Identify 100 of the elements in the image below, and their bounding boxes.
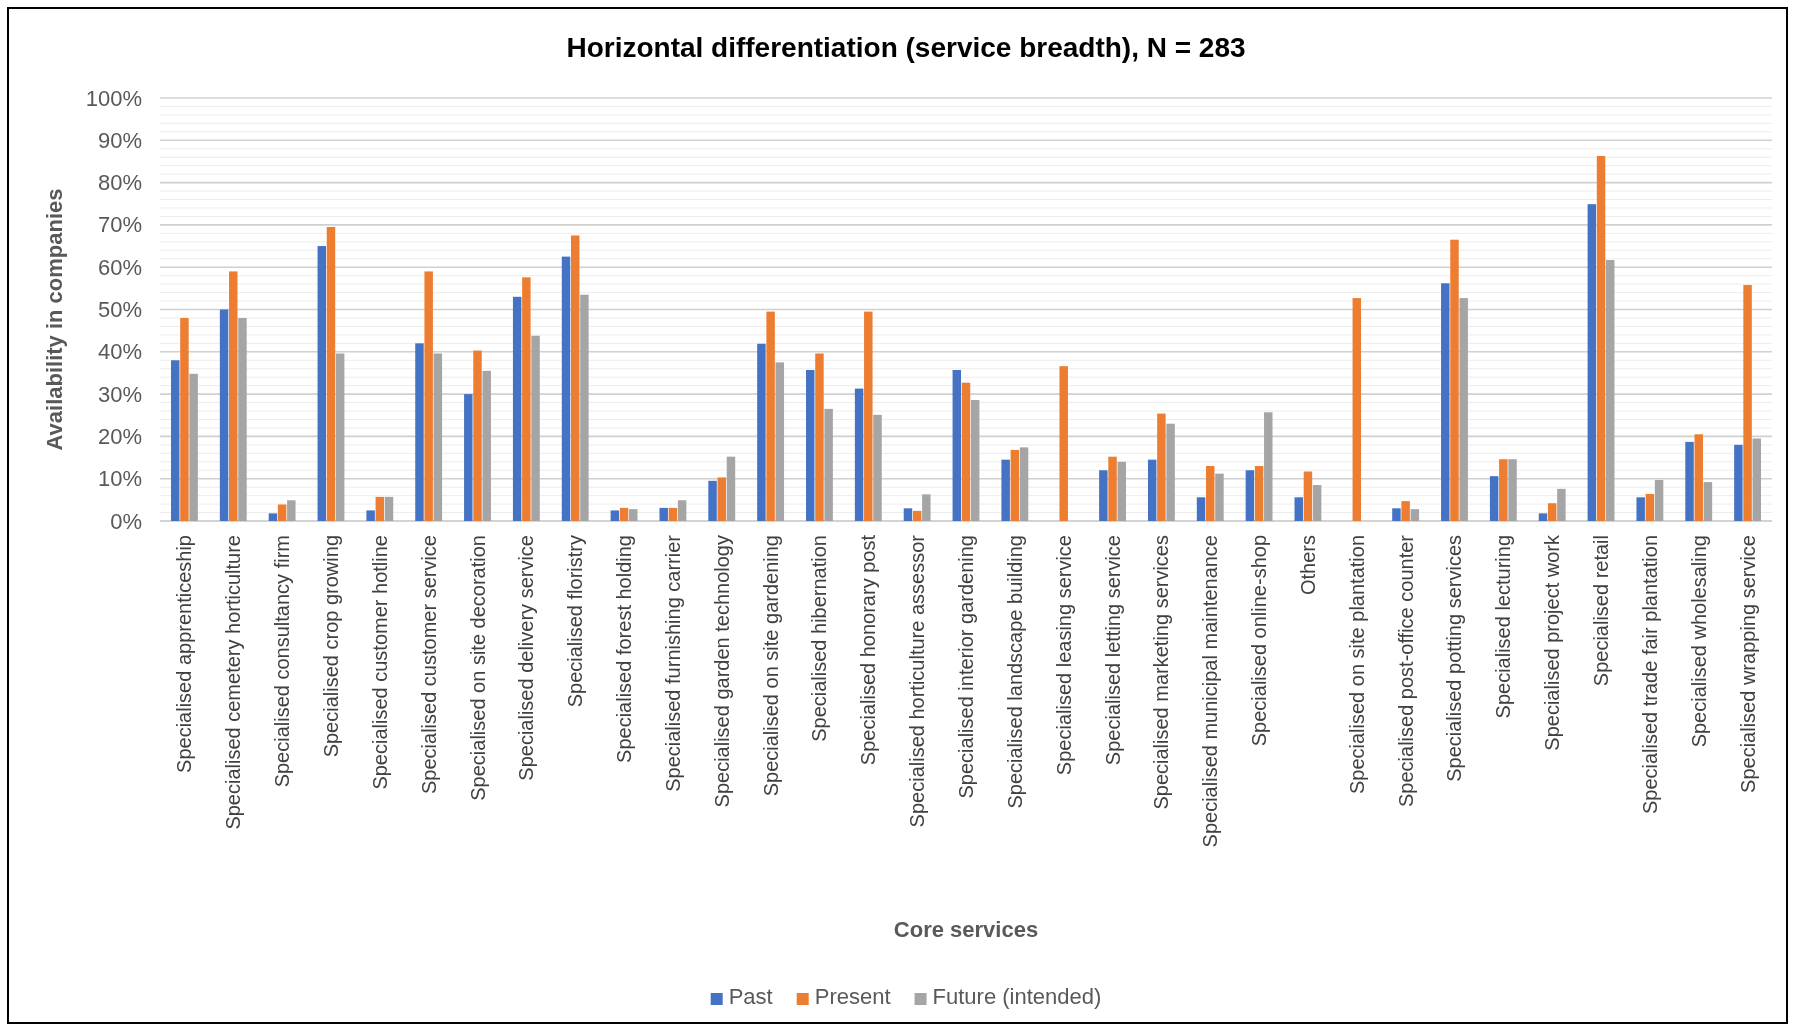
bar: [1645, 493, 1655, 521]
bar: [1166, 423, 1175, 521]
y-tick-label: 30%: [97, 381, 142, 407]
y-tick-label: 20%: [97, 423, 142, 449]
x-axis-title: Core services: [893, 917, 1039, 942]
x-tick-label: Specialised furnishing carrier: [661, 534, 684, 792]
bar: [610, 510, 620, 521]
bar: [1001, 459, 1010, 521]
x-tick-label: Specialised landscape building: [1003, 535, 1026, 809]
bar: [1654, 479, 1664, 521]
bar: [531, 335, 540, 521]
bar: [1196, 497, 1206, 521]
bar: [1508, 459, 1517, 521]
legend-label: Past: [728, 984, 773, 1009]
bar: [1117, 461, 1126, 521]
bar: [708, 480, 717, 521]
bar: [580, 294, 589, 521]
y-tick-label: 80%: [97, 170, 142, 196]
y-tick-label: 70%: [97, 212, 142, 238]
bar: [970, 400, 980, 521]
bar: [806, 369, 815, 521]
bar: [287, 500, 296, 521]
x-tick-label: Specialised leasing service: [1052, 535, 1075, 776]
x-tick-label: Specialised municipal maintenance: [1199, 535, 1222, 848]
bar: [952, 369, 962, 521]
bar: [1538, 513, 1548, 521]
bar: [1019, 447, 1029, 521]
bar: [415, 343, 424, 521]
bar: [1352, 298, 1362, 521]
bar: [726, 456, 736, 521]
bar: [277, 504, 287, 521]
x-tick-label: Specialised on site plantation: [1345, 535, 1368, 795]
bar: [757, 343, 766, 521]
bar: [317, 246, 326, 521]
bar: [473, 350, 482, 521]
bar: [482, 370, 491, 521]
x-tick-label: Specialised interior gardening: [955, 535, 977, 799]
bar: [1010, 449, 1020, 521]
x-tick-label: Specialised honorary post: [857, 534, 880, 766]
y-tick-label: 10%: [97, 466, 142, 492]
x-tick-label: Specialised apprenticeship: [173, 535, 196, 773]
x-tick-label: Specialised lecturing: [1492, 535, 1515, 719]
bar: [677, 500, 687, 521]
bar: [717, 477, 726, 521]
bar: [824, 408, 833, 521]
bar: [238, 317, 247, 521]
bar: [1489, 476, 1499, 521]
x-tick-label: Specialised retail: [1590, 535, 1613, 687]
bar: [1685, 441, 1694, 521]
bar: [1410, 509, 1420, 521]
y-tick-label: 90%: [97, 127, 142, 153]
x-tick-label: Specialised hibernation: [808, 535, 831, 742]
legend-label: Present: [814, 984, 891, 1009]
x-tick-label: Specialised customer hotline: [368, 535, 391, 790]
bar: [775, 362, 785, 521]
y-tick-label: 60%: [97, 254, 142, 280]
bar: [424, 271, 433, 521]
bar: [629, 509, 638, 521]
bar: [464, 394, 473, 521]
x-tick-label: Specialised consultancy firm: [271, 535, 294, 788]
x-tick-label: Specialised marketing services: [1150, 535, 1173, 810]
bar: [1636, 497, 1645, 521]
x-tick-label: Specialised garden technology: [710, 535, 733, 808]
bar: [815, 353, 824, 521]
y-axis-title: Availability in companies: [42, 188, 67, 451]
bar: [384, 496, 394, 521]
bar: [1547, 503, 1557, 521]
bar: [1459, 298, 1468, 521]
bar: [189, 373, 198, 521]
bar: [229, 271, 238, 521]
bar: [1147, 459, 1157, 521]
bar: [619, 507, 629, 521]
x-tick-label: Specialised project work: [1541, 534, 1564, 751]
bar: [1606, 260, 1615, 521]
y-tick-label: 100%: [85, 85, 142, 111]
x-tick-label: Specialised customer service: [417, 535, 440, 794]
bar: [219, 309, 229, 521]
y-tick-label: 50%: [97, 297, 142, 323]
bar: [1099, 470, 1108, 521]
bar: [1392, 508, 1401, 521]
legend-label: Future (intended): [932, 984, 1102, 1009]
bar: [1254, 466, 1264, 521]
x-tick-label: Specialised trade fair plantation: [1638, 535, 1661, 815]
bar: [561, 256, 571, 521]
bar: [1245, 470, 1255, 521]
bar: [1557, 488, 1566, 521]
x-tick-label: Specialised crop growing: [319, 535, 342, 758]
x-tick-label: Specialised wholesaling: [1687, 535, 1710, 748]
bar: [961, 382, 971, 521]
bar: [512, 296, 522, 521]
bar: [366, 510, 375, 521]
bar: [375, 496, 385, 521]
x-tick-label: Specialised horticulture assessor: [906, 534, 929, 828]
bar: [1206, 466, 1215, 521]
bar: [1743, 284, 1752, 521]
bar: [170, 360, 180, 521]
bar: [1596, 155, 1606, 521]
bar: [433, 353, 443, 521]
bar: [1734, 444, 1743, 521]
bar: [903, 508, 913, 521]
